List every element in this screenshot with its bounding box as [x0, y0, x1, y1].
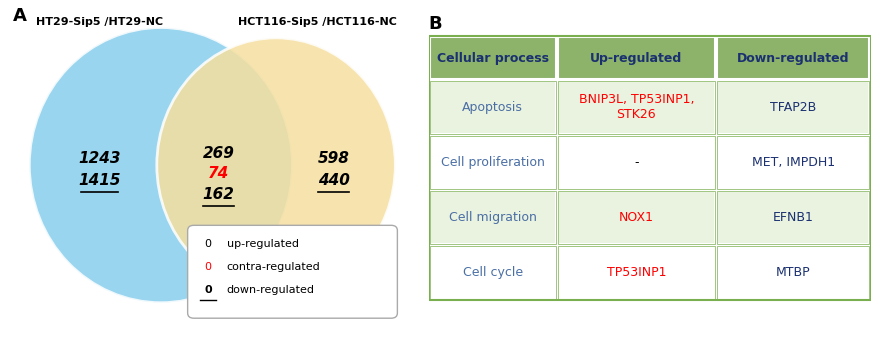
Bar — [718, 136, 869, 189]
Bar — [718, 81, 869, 134]
Bar — [430, 191, 556, 244]
Bar — [430, 81, 556, 134]
Text: Down-regulated: Down-regulated — [737, 52, 850, 65]
Text: 0: 0 — [205, 262, 212, 272]
Text: Cell cycle: Cell cycle — [463, 266, 523, 279]
Text: 74: 74 — [208, 166, 229, 181]
Text: NOX1: NOX1 — [619, 211, 654, 224]
Text: EFNB1: EFNB1 — [773, 211, 814, 224]
Text: TFAP2B: TFAP2B — [770, 101, 816, 114]
Bar — [718, 81, 869, 134]
Text: MTBP: MTBP — [776, 266, 810, 279]
Bar — [430, 246, 556, 299]
Bar — [558, 246, 715, 299]
Bar — [430, 246, 556, 299]
Text: 1415: 1415 — [78, 173, 121, 188]
Text: A: A — [13, 7, 27, 25]
Bar — [558, 191, 715, 244]
Bar — [718, 246, 869, 299]
FancyBboxPatch shape — [187, 225, 397, 318]
Text: Cellular process: Cellular process — [437, 52, 549, 65]
Text: -: - — [634, 156, 639, 169]
Bar — [430, 191, 556, 244]
Text: Up-regulated: Up-regulated — [591, 52, 682, 65]
Text: TP53INP1: TP53INP1 — [606, 266, 666, 279]
Bar — [558, 246, 715, 299]
Bar — [430, 136, 556, 189]
Text: Cell proliferation: Cell proliferation — [441, 156, 545, 169]
Text: Apoptosis: Apoptosis — [462, 101, 523, 114]
Bar — [558, 81, 715, 134]
Text: MET, IMPDH1: MET, IMPDH1 — [752, 156, 835, 169]
Text: 440: 440 — [318, 173, 350, 188]
Text: 269: 269 — [202, 146, 234, 161]
Bar — [558, 136, 715, 189]
Bar — [558, 136, 715, 189]
Text: 162: 162 — [202, 187, 234, 202]
Text: up-regulated: up-regulated — [227, 239, 298, 249]
Text: 0: 0 — [205, 239, 212, 249]
Text: down-regulated: down-regulated — [227, 285, 315, 295]
Bar — [718, 37, 869, 79]
Text: HCT116-Sip5 /HCT116-NC: HCT116-Sip5 /HCT116-NC — [238, 17, 396, 27]
Text: contra-regulated: contra-regulated — [227, 262, 320, 272]
Bar — [429, 36, 871, 300]
Bar — [718, 246, 869, 299]
Bar — [718, 191, 869, 244]
Bar — [558, 191, 715, 244]
Bar — [558, 37, 715, 79]
Text: 0: 0 — [205, 285, 212, 295]
Text: HT29-Sip5 /HT29-NC: HT29-Sip5 /HT29-NC — [36, 17, 163, 27]
Bar — [430, 37, 556, 79]
Ellipse shape — [30, 28, 292, 303]
Bar — [718, 191, 869, 244]
Bar — [430, 136, 556, 189]
Text: 1243: 1243 — [78, 151, 121, 166]
Text: 598: 598 — [318, 151, 350, 166]
Text: BNIP3L, TP53INP1,
STK26: BNIP3L, TP53INP1, STK26 — [578, 93, 694, 121]
Bar — [430, 81, 556, 134]
Text: Cell migration: Cell migration — [449, 211, 536, 224]
Text: B: B — [429, 15, 443, 33]
Bar — [718, 136, 869, 189]
Ellipse shape — [157, 38, 396, 292]
Bar — [558, 81, 715, 134]
